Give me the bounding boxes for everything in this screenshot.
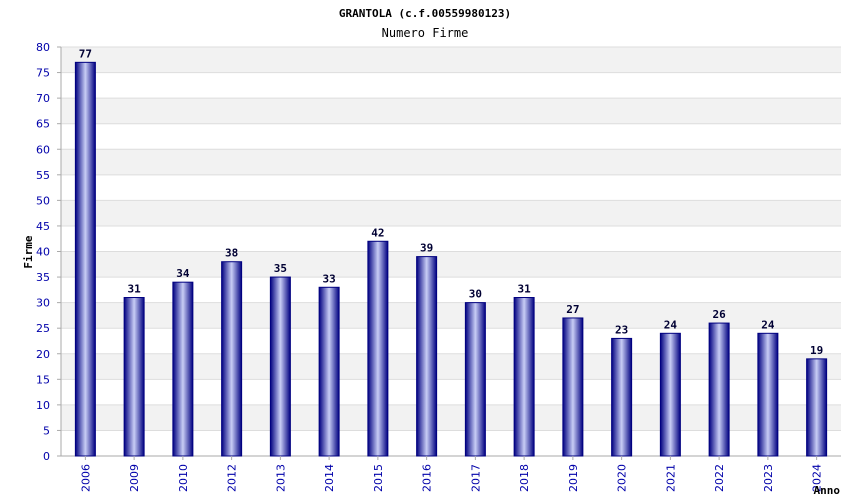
grid-band [61, 98, 841, 124]
bar-2024 [806, 358, 828, 457]
bar-2006 [74, 61, 96, 457]
x-axis-ticks: 2006 2009 2010 2012 2013 2014 2015 2016 2017 2018… [79, 456, 824, 492]
grid-band [61, 251, 841, 278]
x-tick-label-2019: 2019 [567, 464, 580, 492]
bar-2019 [562, 317, 584, 457]
x-tick-label-2020: 2020 [616, 464, 629, 492]
data-label-2021: 24 [664, 318, 678, 331]
y-axis-label: Firme [22, 235, 35, 268]
data-label-2016: 39 [420, 242, 433, 255]
bar-2017 [464, 302, 486, 457]
bar-2015 [367, 240, 389, 457]
x-tick-label-2023: 2023 [762, 464, 775, 492]
y-tick-label: 45 [36, 220, 50, 233]
y-tick-label: 50 [36, 194, 50, 207]
x-tick-label-2016: 2016 [421, 464, 434, 492]
y-axis-ticks: 0 5 10 15 20 25 30 35 40 45 50 55 60 65 70 75 80 [36, 41, 61, 463]
y-tick-label: 55 [36, 169, 50, 182]
grid-band [61, 200, 841, 226]
data-label-2024: 19 [810, 344, 823, 357]
y-tick-label: 70 [36, 92, 50, 105]
y-tick-label: 65 [36, 118, 50, 131]
grid-band [61, 47, 841, 73]
y-tick-label: 75 [36, 67, 50, 80]
x-tick-label-2010: 2010 [177, 464, 190, 492]
y-tick-label: 15 [36, 373, 50, 386]
chart-subtitle: Numero Firme [382, 26, 469, 40]
chart-title: GRANTOLA (c.f.00559980123) [339, 7, 511, 20]
bar-2013 [269, 276, 291, 457]
y-tick-label: 60 [36, 143, 50, 156]
bar-2010 [172, 281, 194, 457]
y-tick-label: 5 [43, 424, 50, 437]
bar-2009 [123, 297, 145, 457]
x-tick-label-2013: 2013 [274, 464, 287, 492]
data-label-2022: 26 [713, 308, 727, 321]
bar-2018 [513, 297, 535, 457]
x-tick-label-2018: 2018 [518, 464, 531, 492]
y-tick-label: 25 [36, 322, 50, 335]
y-tick-label: 10 [36, 399, 50, 412]
x-tick-label-2009: 2009 [128, 464, 141, 492]
data-label-2012: 38 [225, 247, 238, 260]
y-tick-label: 80 [36, 41, 50, 54]
x-tick-label-2015: 2015 [372, 464, 385, 492]
x-tick-label-2012: 2012 [226, 464, 239, 492]
data-label-2020: 23 [615, 323, 628, 336]
data-label-2010: 34 [176, 267, 190, 280]
data-label-2009: 31 [128, 283, 142, 296]
data-label-2023: 24 [761, 318, 775, 331]
data-label-2017: 30 [469, 288, 482, 301]
data-label-2014: 33 [323, 272, 336, 285]
data-labels: 77 31 34 38 35 33 42 39 30 31 27 23 24 26 24 19 [79, 47, 824, 357]
data-label-2013: 35 [274, 262, 287, 275]
bar-2023 [757, 332, 779, 457]
bar-2012 [221, 261, 243, 457]
x-axis-label: Anno [814, 484, 841, 497]
x-tick-label-2017: 2017 [469, 464, 482, 492]
x-tick-label-2014: 2014 [323, 464, 336, 492]
y-tick-label: 0 [43, 450, 50, 463]
bar-2014 [318, 286, 340, 457]
bar-2021 [659, 332, 681, 457]
bar-2016 [416, 256, 438, 457]
data-label-2015: 42 [371, 226, 384, 239]
grid-band [61, 149, 841, 175]
data-label-2019: 27 [566, 303, 579, 316]
y-tick-label: 30 [36, 297, 50, 310]
bar-2022 [708, 322, 730, 457]
y-tick-label: 35 [36, 271, 50, 284]
x-tick-label-2024: 2024 [811, 464, 824, 492]
bar-2020 [611, 337, 633, 457]
x-tick-label-2006: 2006 [79, 464, 92, 492]
data-label-2006: 77 [79, 47, 92, 60]
x-tick-label-2021: 2021 [664, 464, 677, 492]
bars [74, 61, 828, 457]
y-tick-label: 40 [36, 246, 50, 259]
y-tick-label: 20 [36, 348, 50, 361]
data-label-2018: 31 [518, 283, 532, 296]
x-tick-label-2022: 2022 [713, 464, 726, 492]
